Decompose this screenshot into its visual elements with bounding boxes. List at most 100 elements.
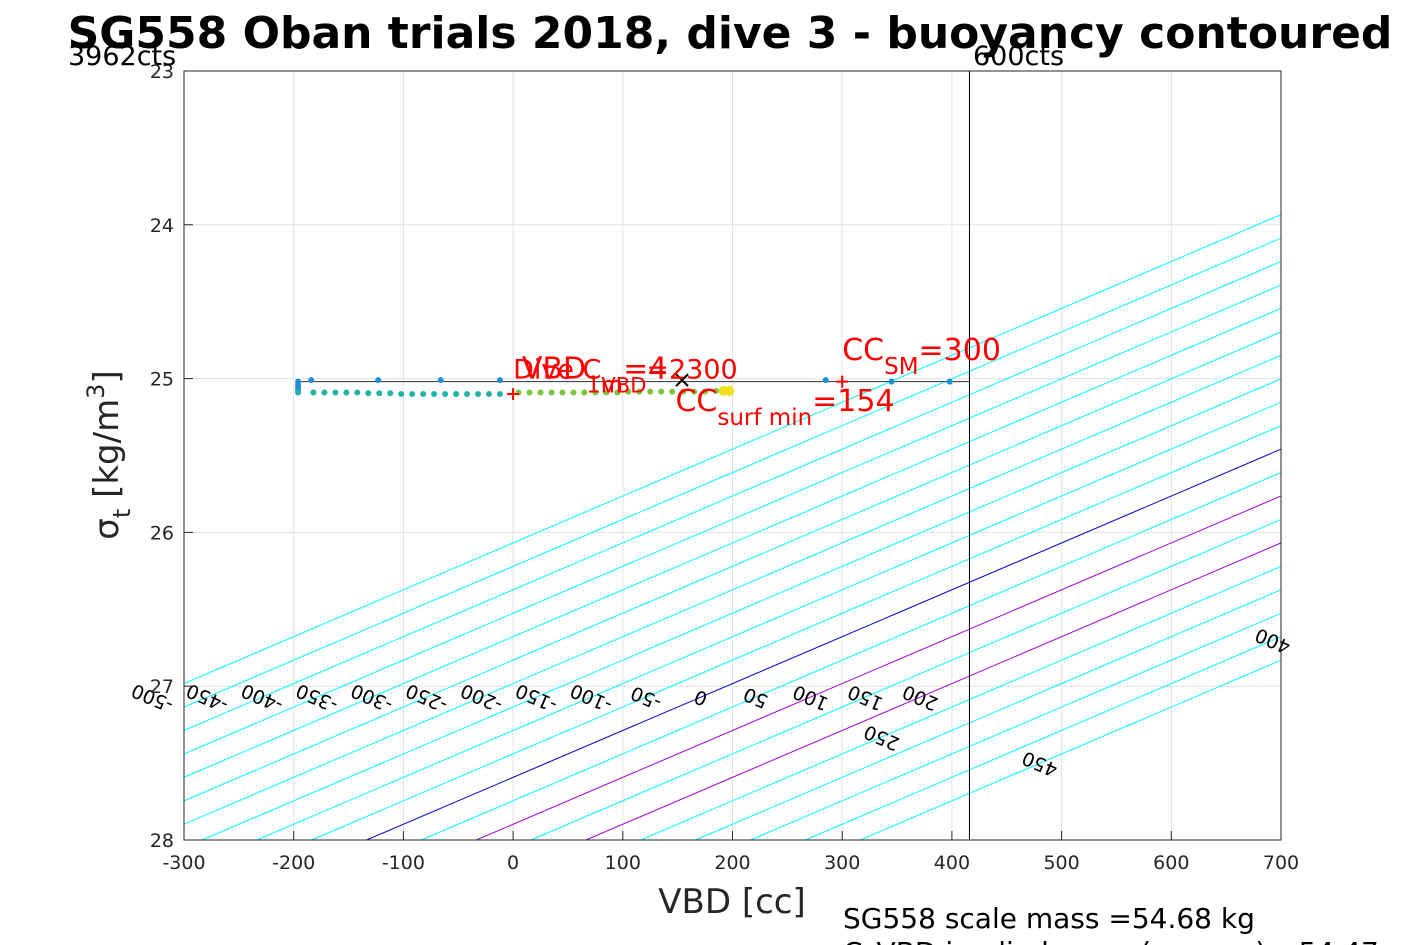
x-tick-label: -200	[272, 852, 315, 874]
data-point	[658, 388, 665, 395]
x-tick-label: 400	[934, 852, 970, 874]
data-point	[431, 390, 438, 397]
y-tick-label: 23	[150, 61, 174, 83]
data-point	[559, 389, 566, 396]
data-point	[702, 388, 709, 395]
x-tick-label: 700	[1263, 852, 1299, 874]
data-point	[464, 390, 471, 397]
plus-marker	[507, 387, 520, 400]
data-point	[724, 385, 735, 396]
data-point	[398, 390, 405, 397]
data-point	[308, 377, 315, 384]
x-axis-label: VBD [cc]	[658, 882, 806, 922]
data-point	[526, 389, 533, 396]
data-point	[376, 390, 383, 397]
data-point	[387, 390, 394, 397]
annotation-label: Dive CVBD=2300	[513, 355, 738, 398]
y-tick-label: 24	[150, 215, 174, 237]
cross-marker	[675, 373, 689, 387]
data-point	[354, 389, 361, 396]
data-point	[592, 389, 599, 396]
data-point	[437, 377, 444, 384]
data-point	[474, 390, 481, 397]
contour-line	[530, 518, 1281, 840]
data-point	[365, 390, 372, 397]
contour-line	[184, 354, 1281, 825]
data-point	[295, 389, 302, 396]
contour-line	[184, 214, 1281, 685]
y-tick-label: 26	[150, 522, 174, 544]
data-point	[537, 389, 544, 396]
annotation-label: VBD1m=4	[522, 352, 668, 399]
chart-title: SG558 Oban trials 2018, dive 3 - buoyanc…	[68, 8, 1393, 59]
data-point	[614, 389, 621, 396]
contour-line	[476, 495, 1281, 840]
contour-line	[184, 284, 1281, 755]
y-axis-label: σt [kg/m3]	[82, 370, 136, 539]
contour-line	[695, 589, 1281, 840]
x-tick-label: -100	[382, 852, 425, 874]
contour-line	[421, 472, 1281, 840]
contour-line	[640, 565, 1281, 840]
x-tick-label: 0	[507, 852, 519, 874]
x-tick-label: -300	[162, 852, 205, 874]
data-point	[625, 388, 632, 395]
annotation-label: CCsurf min=154	[675, 384, 894, 431]
data-point	[647, 388, 654, 395]
data-point	[420, 390, 427, 397]
data-point	[570, 389, 577, 396]
data-point	[691, 388, 698, 395]
data-point	[332, 389, 339, 396]
footer-implied-mass: C_VBD implied mass (apogee) =54.47	[843, 936, 1379, 945]
data-point	[603, 389, 610, 396]
contour-line	[311, 425, 1281, 840]
contour-line	[585, 542, 1281, 840]
top-right-counts: 600cts	[973, 41, 1064, 72]
annotation-label: CCSM=300	[842, 333, 1001, 380]
data-point	[822, 377, 829, 384]
data-point	[669, 388, 676, 395]
footer-scale-mass: SG558 scale mass =54.68 kg	[843, 902, 1255, 935]
data-point	[888, 378, 895, 385]
top-left-counts: 3962cts	[68, 41, 176, 72]
y-tick-label: 28	[150, 830, 174, 852]
data-point	[321, 389, 328, 396]
data-point	[485, 390, 492, 397]
contour-line	[184, 307, 1281, 778]
contour-line	[859, 659, 1281, 840]
data-point	[442, 390, 449, 397]
contour-lines	[184, 71, 1281, 840]
contour-line	[750, 612, 1281, 840]
contour-line	[201, 378, 1281, 840]
data-point	[409, 390, 416, 397]
contour-line	[184, 237, 1281, 708]
data-point	[496, 390, 503, 397]
axis-ticks: -300 -200 -100 0 100 200 300 400 500 600 700 23 24 25…	[150, 61, 1299, 874]
data-point	[680, 388, 687, 395]
data-point	[310, 389, 317, 396]
data-point	[581, 389, 588, 396]
data-point	[453, 390, 460, 397]
x-tick-label: 200	[714, 852, 750, 874]
contour-line	[184, 331, 1281, 802]
data-point	[636, 388, 643, 395]
x-tick-label: 500	[1043, 852, 1079, 874]
y-tick-label: 27	[150, 676, 174, 698]
contour-line	[184, 261, 1281, 732]
contour-line	[805, 636, 1281, 840]
data-point	[946, 378, 953, 385]
data-point	[343, 389, 350, 396]
dive-trace	[295, 377, 970, 397]
data-point	[713, 387, 720, 394]
data-point	[548, 389, 555, 396]
plus-marker	[836, 375, 849, 388]
data-point	[496, 377, 503, 384]
x-tick-label: 100	[605, 852, 641, 874]
x-tick-label: 300	[824, 852, 860, 874]
contour-line	[256, 401, 1281, 840]
contour-line	[366, 448, 1281, 840]
x-tick-label: 600	[1153, 852, 1189, 874]
data-point	[375, 377, 382, 384]
